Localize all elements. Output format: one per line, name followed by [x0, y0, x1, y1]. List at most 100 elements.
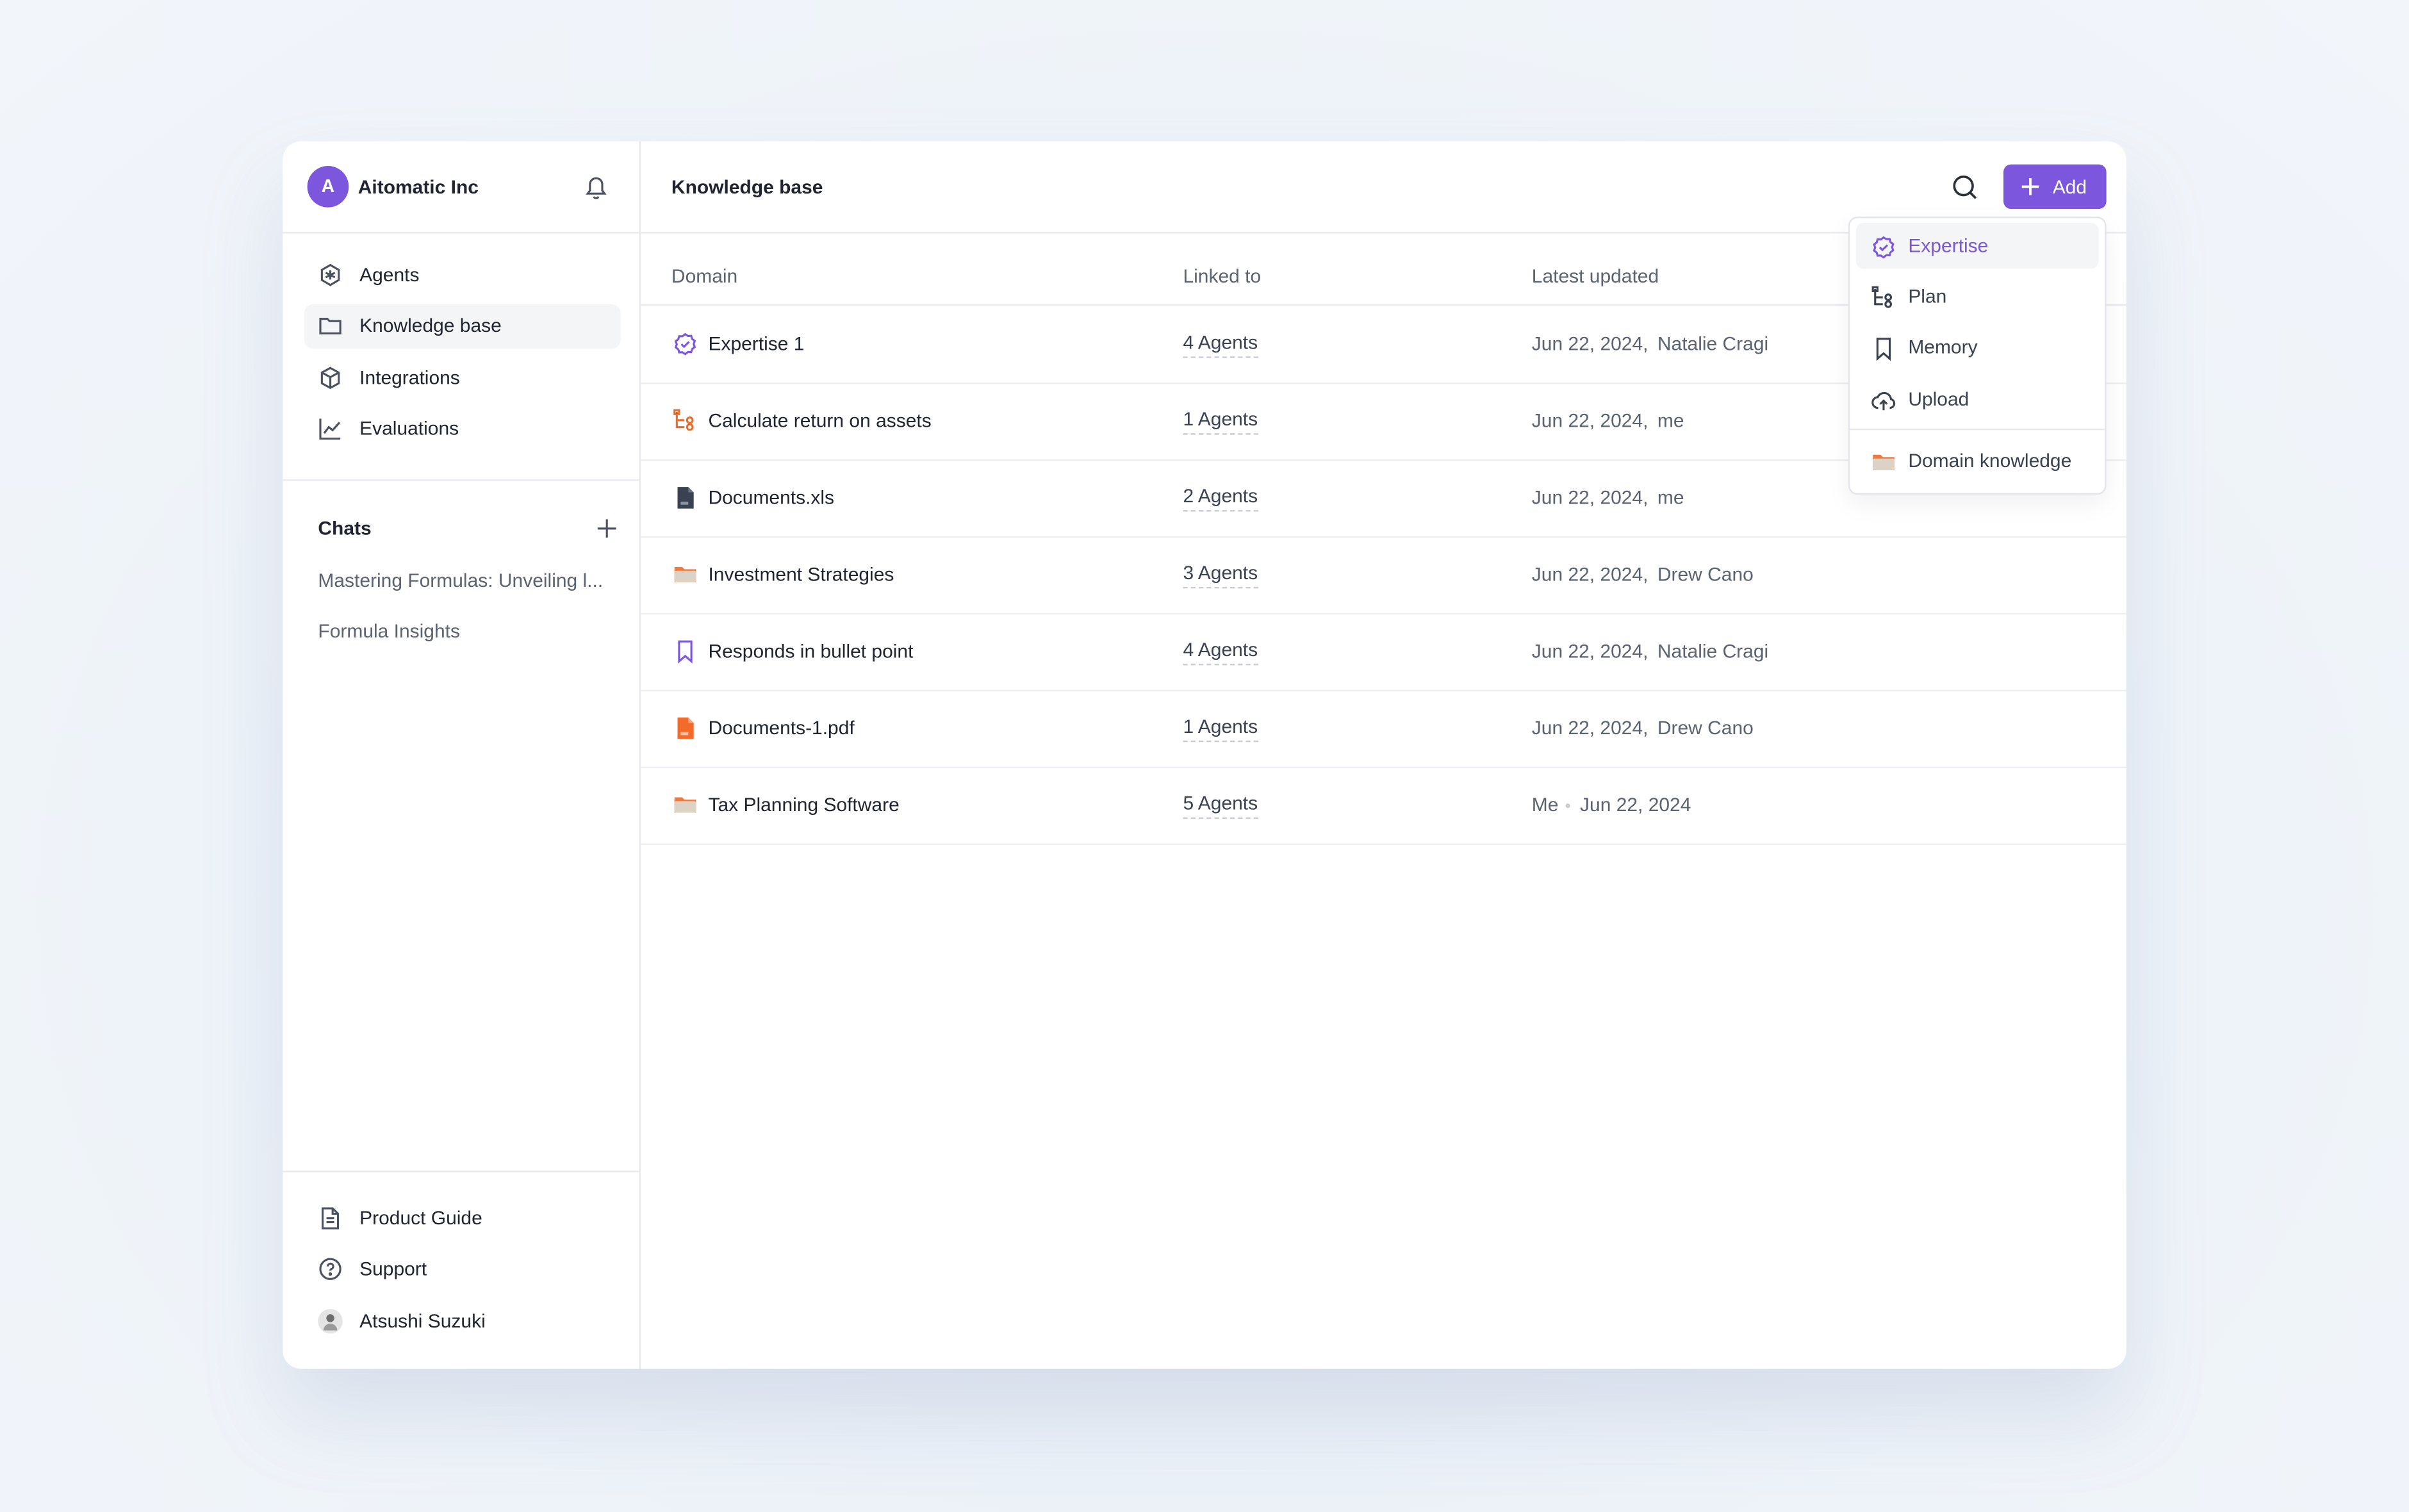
- updated-part: me: [1657, 410, 1684, 432]
- updated-part: Jun 22, 2024,: [1531, 640, 1648, 662]
- add-button[interactable]: Add: [2003, 164, 2107, 210]
- updated-part: Drew Cano: [1657, 717, 1754, 739]
- nav-item[interactable]: Integrations: [304, 356, 621, 400]
- linked-agents[interactable]: 5 Agents: [1183, 791, 1258, 819]
- linked-agents[interactable]: 2 Agents: [1183, 484, 1258, 512]
- updated-part: Jun 22, 2024,: [1531, 487, 1648, 509]
- icon: [674, 333, 696, 356]
- user-avatar: [318, 1308, 343, 1333]
- add-button-label: Add: [2052, 176, 2087, 199]
- menu-label: Memory: [1908, 336, 1978, 358]
- footer-label: Product Guide: [359, 1207, 482, 1229]
- bell-icon[interactable]: [584, 174, 608, 200]
- menu-item[interactable]: Plan: [1856, 274, 2099, 320]
- footer-label: Atsushi Suzuki: [359, 1310, 486, 1332]
- menu-item[interactable]: Expertise: [1855, 222, 2099, 269]
- page-title: Knowledge base: [671, 176, 823, 199]
- updated-part: Jun 22, 2024,: [1531, 333, 1648, 355]
- divider: [640, 304, 2126, 306]
- divider: [640, 232, 2126, 234]
- icon: [319, 418, 341, 440]
- new-chat-button[interactable]: [596, 518, 618, 539]
- divider: [283, 1171, 639, 1172]
- table-row[interactable]: Documents-1.pdf 1 Agents Jun 22, 2024, D…: [640, 690, 2126, 768]
- add-menu: Expertise Plan Memory Upload Domain knowledg…: [1848, 217, 2107, 495]
- domain-name: Expertise 1: [708, 333, 805, 355]
- separator-dot: [1566, 803, 1571, 809]
- icon: [320, 366, 340, 389]
- nav-label: Agents: [359, 264, 420, 286]
- updated-part: Natalie Cragi: [1657, 333, 1769, 355]
- updated-part: Drew Cano: [1657, 564, 1754, 586]
- folder-icon: [674, 566, 696, 582]
- table-row[interactable]: Expertise 1 4 Agents Jun 22, 2024, Natal…: [640, 306, 2126, 384]
- icon: [319, 1258, 341, 1281]
- icon: [1871, 391, 1896, 411]
- nav-label: Integrations: [359, 366, 460, 388]
- updated-part: Jun 22, 2024,: [1531, 717, 1648, 739]
- updated-part: Me: [1531, 794, 1559, 816]
- linked-agents[interactable]: 3 Agents: [1183, 561, 1258, 589]
- icon: [678, 640, 693, 664]
- menu-item[interactable]: Memory: [1856, 324, 2099, 370]
- updated-part: Jun 22, 2024: [1580, 794, 1691, 816]
- icon: [1873, 236, 1895, 259]
- linked-agents[interactable]: 4 Agents: [1183, 637, 1258, 666]
- nav-label: Knowledge base: [359, 315, 502, 337]
- table-row[interactable]: Documents.xls 2 Agents Jun 22, 2024, me: [640, 459, 2126, 538]
- chats-title: Chats: [318, 518, 372, 539]
- icon: [322, 1207, 340, 1229]
- folder-icon: [674, 797, 696, 813]
- linked-agents[interactable]: 4 Agents: [1183, 331, 1258, 358]
- footer-item[interactable]: Product Guide: [304, 1197, 621, 1242]
- domain-name: Documents.xls: [708, 487, 835, 509]
- linked-agents[interactable]: 1 Agents: [1183, 407, 1258, 435]
- menu-label: Expertise: [1908, 234, 1989, 257]
- nav-item[interactable]: Knowledge base: [304, 304, 621, 350]
- icon: [1871, 286, 1893, 308]
- updated-part: Jun 22, 2024,: [1531, 564, 1648, 586]
- file-icon: [677, 487, 694, 509]
- menu-item[interactable]: Domain knowledge: [1856, 438, 2099, 484]
- footer-label: Support: [359, 1258, 427, 1281]
- table-row[interactable]: Investment Strategies 3 Agents Jun 22, 2…: [640, 536, 2126, 615]
- divider: [1850, 429, 2105, 431]
- footer-item[interactable]: Support: [304, 1248, 621, 1293]
- org-name[interactable]: Aitomatic Inc: [358, 176, 479, 199]
- icon: [319, 318, 341, 335]
- linked-agents[interactable]: 1 Agents: [1183, 714, 1258, 743]
- table-row[interactable]: Responds in bullet point 4 Agents Jun 22…: [640, 613, 2126, 692]
- menu-label: Domain knowledge: [1908, 450, 2072, 472]
- updated-part: Jun 22, 2024,: [1531, 410, 1648, 432]
- icon: [1876, 338, 1891, 361]
- updated-part: Natalie Cragi: [1657, 640, 1769, 662]
- chat-item[interactable]: Mastering Formulas: Unveiling l...: [318, 570, 604, 592]
- search-icon[interactable]: [1951, 174, 1978, 201]
- domain-name: Tax Planning Software: [708, 794, 900, 816]
- file-icon: [677, 717, 694, 739]
- sidebar: A Aitomatic Inc Agents Knowledge base Inte…: [283, 141, 641, 1369]
- table-row[interactable]: Calculate return on assets 1 Agents Jun …: [640, 382, 2126, 461]
- menu-label: Upload: [1908, 388, 1969, 411]
- org-avatar[interactable]: A: [307, 165, 349, 208]
- folder-icon: [1873, 454, 1895, 470]
- menu-label: Plan: [1908, 286, 1947, 308]
- icon: [673, 409, 694, 431]
- domain-name: Calculate return on assets: [708, 410, 932, 432]
- nav-label: Evaluations: [359, 417, 459, 440]
- table-row[interactable]: Tax Planning Software 5 Agents Me Jun 22…: [640, 767, 2126, 845]
- column-header: Linked to: [1183, 265, 1262, 288]
- nav-item[interactable]: Evaluations: [304, 407, 621, 452]
- footer-item[interactable]: Atsushi Suzuki: [304, 1299, 621, 1344]
- updated-part: me: [1657, 487, 1684, 509]
- divider: [283, 232, 639, 234]
- domain-name: Responds in bullet point: [708, 640, 914, 662]
- domain-name: Investment Strategies: [708, 564, 894, 586]
- chat-item[interactable]: Formula Insights: [318, 620, 460, 643]
- menu-item[interactable]: Upload: [1856, 377, 2099, 423]
- nav-item[interactable]: Agents: [304, 254, 621, 299]
- column-header: Latest updated: [1531, 265, 1659, 288]
- column-header: Domain: [671, 265, 738, 288]
